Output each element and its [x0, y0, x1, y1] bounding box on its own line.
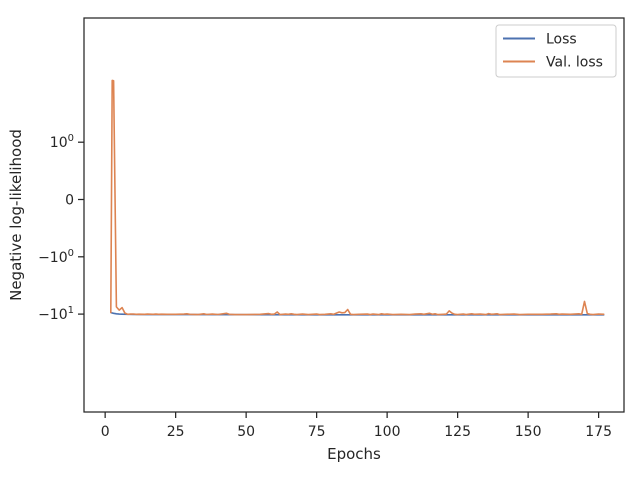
x-tick-label: 175 — [585, 424, 612, 440]
x-tick-label: 0 — [101, 424, 110, 440]
legend-label-loss: Loss — [546, 32, 577, 48]
x-axis-ticks: 0 25 50 75 100 125 150 175 — [101, 412, 612, 440]
x-tick-label: 125 — [444, 424, 471, 440]
y-tick-label: 0 — [65, 193, 74, 209]
legend-label-val-loss: Val. loss — [546, 55, 603, 71]
x-tick-label: 50 — [237, 424, 255, 440]
plot-frame — [83, 17, 625, 413]
x-tick-label: 25 — [167, 424, 185, 440]
y-axis-title: Negative log-likelihood — [7, 129, 25, 301]
legend: Loss Val. loss — [495, 24, 617, 78]
y-axis-ticks: 100 0 −100 −101 — [38, 133, 84, 323]
y-tick-label: −100 — [38, 248, 74, 266]
plot-background — [84, 18, 624, 412]
y-tick-label: 100 — [50, 133, 74, 151]
series-layer — [110, 79, 605, 316]
x-tick-label: 75 — [308, 424, 326, 440]
series-line-val-loss — [110, 79, 605, 316]
x-tick-label: 150 — [515, 424, 542, 440]
x-tick-label: 100 — [374, 424, 401, 440]
y-tick-label: −101 — [38, 305, 74, 323]
x-axis-title: Epochs — [327, 445, 381, 463]
